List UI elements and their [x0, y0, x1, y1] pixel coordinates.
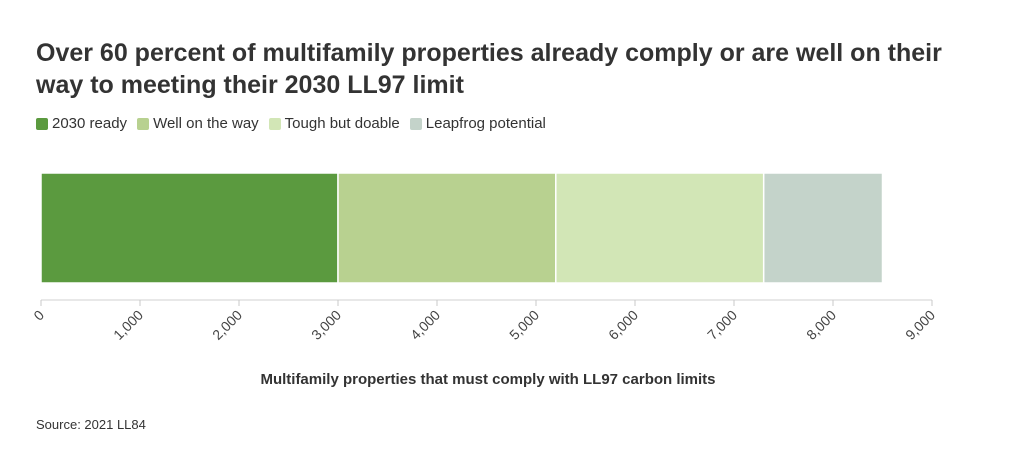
legend-swatch: [137, 117, 150, 130]
legend-item-2030-ready[interactable]: 2030 ready: [36, 115, 127, 132]
x-tick-label: 3,000: [308, 307, 344, 343]
bar-segment-tough-but-doable[interactable]: [555, 172, 765, 284]
legend-label: Tough but doable: [284, 115, 400, 132]
x-tick-label: 7,000: [704, 307, 740, 343]
bar-segment-well-on-the-way[interactable]: [337, 172, 557, 284]
legend-item-well-on-the-way[interactable]: Well on the way: [137, 115, 259, 132]
x-tick-label: 2,000: [209, 307, 245, 343]
legend-item-leapfrog-potential[interactable]: Leapfrog potential: [409, 115, 546, 132]
legend-label: Well on the way: [153, 115, 259, 132]
x-tick-label: 9,000: [902, 307, 938, 343]
legend-swatch: [268, 117, 281, 130]
x-axis-label: Multifamily properties that must comply …: [260, 371, 716, 388]
bar-segment-2030-ready[interactable]: [40, 172, 339, 284]
x-tick-label: 1,000: [110, 307, 146, 343]
x-tick-label: 0: [30, 307, 47, 324]
x-tick-label: 5,000: [506, 307, 542, 343]
legend-label: 2030 ready: [52, 115, 128, 132]
chart-title: Over 60 percent of multifamily propertie…: [36, 39, 942, 99]
x-tick-label: 8,000: [803, 307, 839, 343]
legend: 2030 ready Well on the way Tough but doa…: [36, 115, 546, 132]
legend-item-tough-but-doable[interactable]: Tough but doable: [268, 115, 400, 132]
legend-swatch: [36, 117, 48, 130]
bar-segment-leapfrog-potential[interactable]: [762, 172, 884, 284]
source-note: Source: 2021 LL84: [36, 417, 146, 432]
x-tick-label: 4,000: [407, 307, 443, 343]
x-tick-label: 6,000: [605, 307, 641, 343]
legend-swatch: [409, 117, 422, 130]
legend-label: Leapfrog potential: [425, 115, 546, 132]
